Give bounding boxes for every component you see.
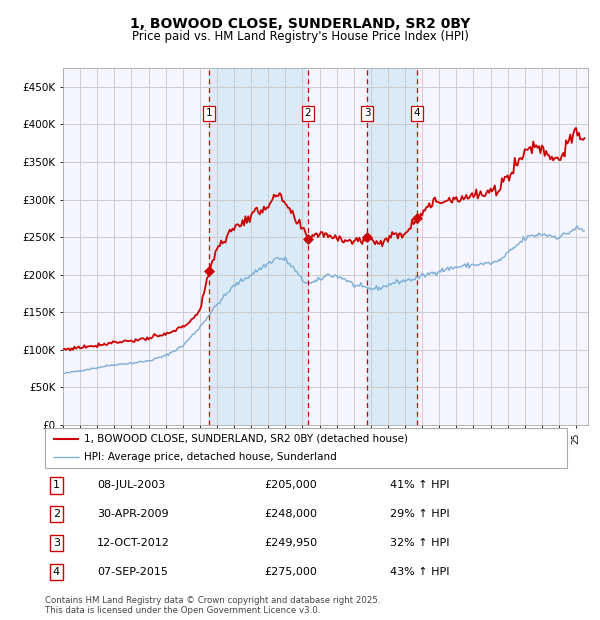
Text: 12-OCT-2012: 12-OCT-2012 xyxy=(97,538,170,548)
Text: £248,000: £248,000 xyxy=(264,509,317,519)
Text: 1, BOWOOD CLOSE, SUNDERLAND, SR2 0BY: 1, BOWOOD CLOSE, SUNDERLAND, SR2 0BY xyxy=(130,17,470,32)
Text: 1, BOWOOD CLOSE, SUNDERLAND, SR2 0BY (detached house): 1, BOWOOD CLOSE, SUNDERLAND, SR2 0BY (de… xyxy=(84,433,408,444)
Text: 07-SEP-2015: 07-SEP-2015 xyxy=(97,567,168,577)
Text: 08-JUL-2003: 08-JUL-2003 xyxy=(97,480,166,490)
Text: HPI: Average price, detached house, Sunderland: HPI: Average price, detached house, Sund… xyxy=(84,452,337,463)
Text: 4: 4 xyxy=(413,108,420,118)
Text: 1: 1 xyxy=(206,108,212,118)
Text: 41% ↑ HPI: 41% ↑ HPI xyxy=(389,480,449,490)
FancyBboxPatch shape xyxy=(45,428,567,468)
Text: £275,000: £275,000 xyxy=(264,567,317,577)
Text: 30-APR-2009: 30-APR-2009 xyxy=(97,509,169,519)
Text: £205,000: £205,000 xyxy=(264,480,317,490)
Text: Contains HM Land Registry data © Crown copyright and database right 2025.
This d: Contains HM Land Registry data © Crown c… xyxy=(45,596,380,615)
Text: 1: 1 xyxy=(53,480,60,490)
Text: 3: 3 xyxy=(364,108,371,118)
Text: Price paid vs. HM Land Registry's House Price Index (HPI): Price paid vs. HM Land Registry's House … xyxy=(131,30,469,43)
Text: 32% ↑ HPI: 32% ↑ HPI xyxy=(389,538,449,548)
Text: 2: 2 xyxy=(305,108,311,118)
Bar xyxy=(209,68,308,425)
Text: 29% ↑ HPI: 29% ↑ HPI xyxy=(389,509,449,519)
Text: 43% ↑ HPI: 43% ↑ HPI xyxy=(389,567,449,577)
Text: 2: 2 xyxy=(53,509,60,519)
Text: 4: 4 xyxy=(53,567,60,577)
Text: £249,950: £249,950 xyxy=(264,538,317,548)
Text: 3: 3 xyxy=(53,538,60,548)
Bar xyxy=(367,68,416,425)
